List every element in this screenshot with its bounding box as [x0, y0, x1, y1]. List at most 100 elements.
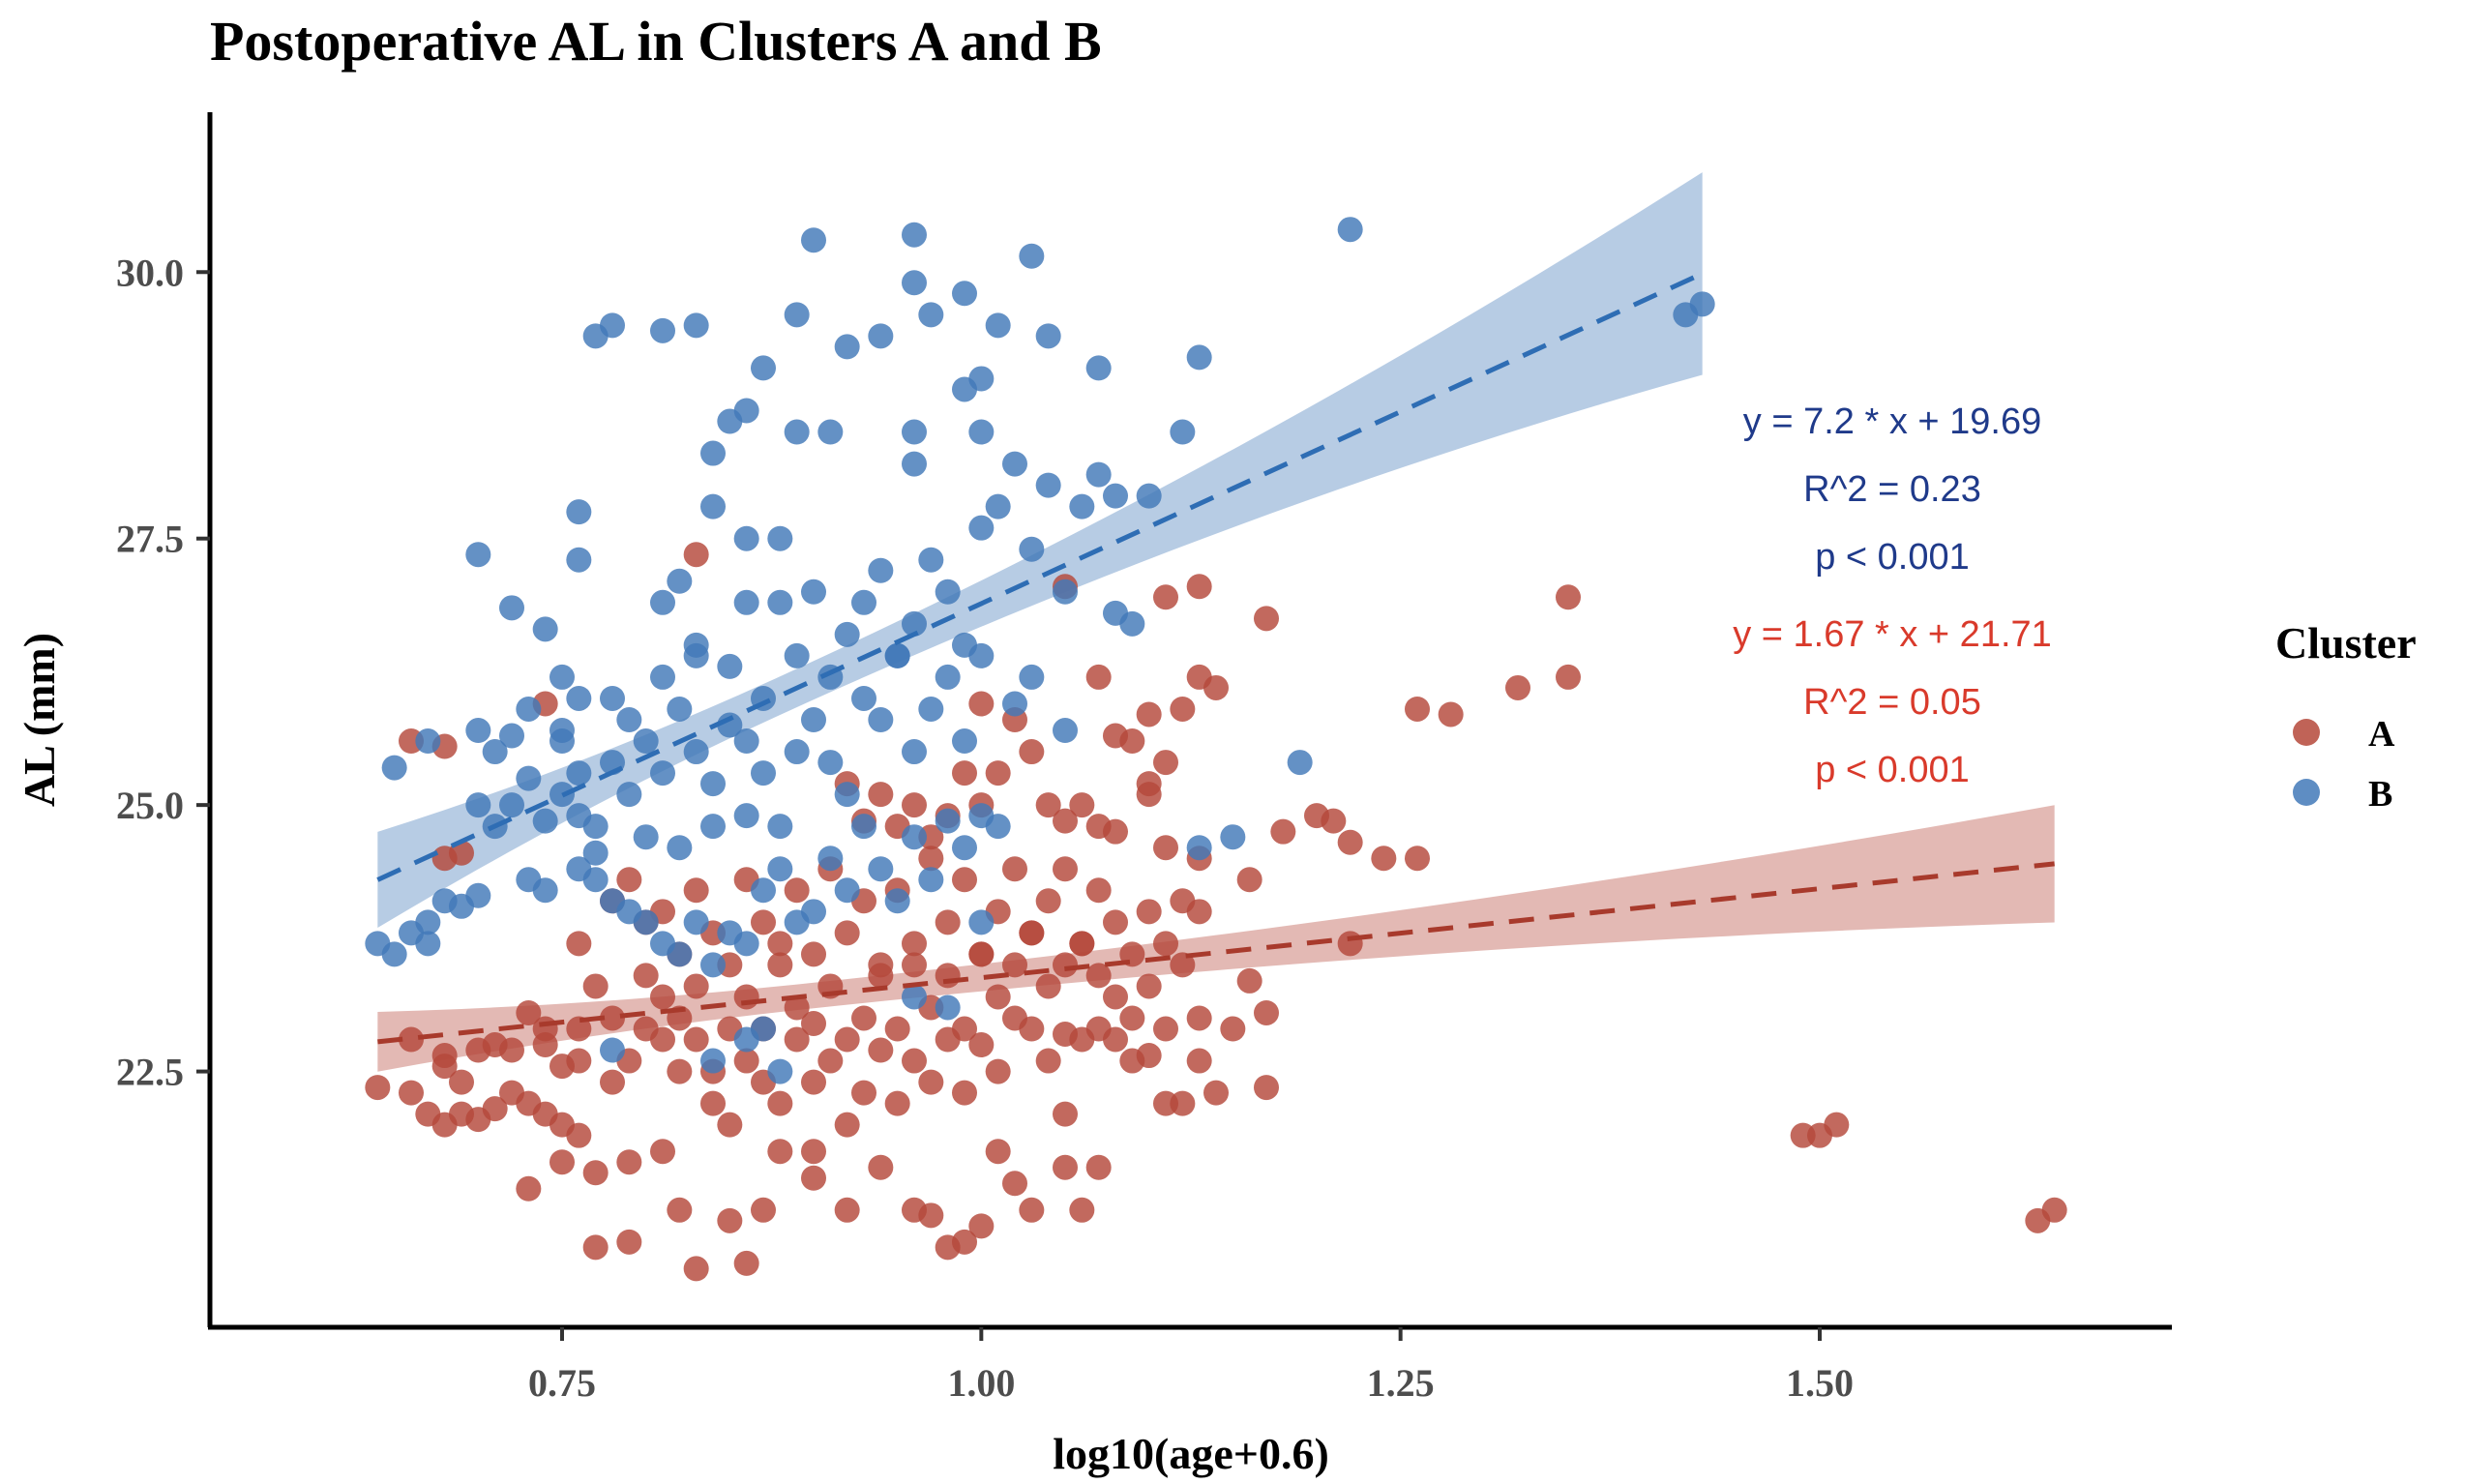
point-a	[1153, 584, 1178, 610]
point-b	[516, 765, 542, 791]
point-a	[884, 1090, 910, 1116]
chart-title: Postoperative AL in Clusters A and B	[210, 10, 1102, 73]
point-a	[650, 1026, 675, 1053]
point-a	[616, 1149, 642, 1175]
point-a	[399, 1026, 424, 1053]
x-tick-label: 0.75	[528, 1361, 596, 1405]
point-a	[801, 1011, 826, 1036]
point-a	[834, 1112, 860, 1138]
point-b	[1035, 323, 1061, 349]
point-b	[767, 856, 793, 882]
point-b	[566, 499, 592, 525]
point-a	[918, 1069, 944, 1095]
point-b	[968, 909, 995, 935]
point-a	[1035, 973, 1061, 999]
point-b	[1186, 344, 1212, 371]
point-a	[683, 1026, 709, 1053]
annotation-b-line: p < 0.001	[1815, 537, 1970, 578]
point-b	[1019, 243, 1045, 269]
point-b	[902, 451, 927, 477]
point-b	[1019, 536, 1045, 562]
point-a	[516, 1175, 542, 1202]
point-b	[650, 317, 675, 343]
point-b	[650, 589, 675, 615]
point-b	[549, 664, 575, 690]
point-b	[499, 723, 524, 749]
point-b	[1136, 483, 1162, 509]
point-a	[399, 1080, 424, 1106]
point-a	[1405, 696, 1430, 722]
point-a	[2041, 1197, 2067, 1223]
y-axis-title: AL (mm)	[15, 633, 64, 807]
point-a	[1136, 1043, 1162, 1069]
point-b	[733, 525, 759, 551]
legend-label-a: A	[2368, 714, 2395, 755]
point-b	[700, 952, 726, 978]
x-tick-label: 1.00	[947, 1361, 1015, 1405]
point-b	[902, 419, 927, 445]
plot-area	[365, 172, 2067, 1282]
legend-title: Cluster	[2275, 618, 2417, 668]
point-a	[834, 1197, 860, 1223]
point-b	[784, 642, 810, 668]
point-a	[801, 1069, 826, 1095]
point-a	[582, 1234, 609, 1261]
point-a	[1002, 1171, 1027, 1197]
point-a	[667, 1197, 693, 1223]
point-a	[1019, 739, 1045, 765]
point-a	[717, 1112, 743, 1138]
point-a	[683, 542, 709, 568]
point-b	[415, 728, 441, 755]
point-b	[834, 334, 860, 360]
point-a	[1136, 973, 1162, 999]
point-b	[582, 323, 609, 349]
point-b	[667, 568, 693, 594]
point-b	[1053, 718, 1078, 744]
y-tick-label: 30.0	[116, 251, 184, 294]
point-b	[650, 664, 675, 690]
point-b	[902, 984, 927, 1010]
point-a	[968, 1213, 995, 1239]
point-b	[1069, 493, 1095, 519]
point-a	[1035, 1048, 1061, 1074]
point-a	[582, 1160, 609, 1186]
point-b	[717, 408, 743, 434]
point-a	[1438, 701, 1464, 727]
legend-key-a	[2293, 719, 2320, 746]
point-b	[549, 728, 575, 755]
point-b	[733, 931, 759, 957]
point-a	[1053, 952, 1078, 978]
point-a	[1019, 1016, 1045, 1042]
confidence-band-b	[377, 172, 1703, 929]
point-a	[516, 999, 542, 1025]
point-b	[784, 739, 810, 765]
point-b	[902, 610, 927, 637]
legend-key-b	[2293, 779, 2320, 806]
point-b	[1103, 600, 1128, 626]
point-b	[667, 696, 693, 722]
point-a	[1002, 952, 1027, 978]
point-a	[952, 1080, 977, 1106]
point-a	[801, 941, 826, 967]
point-b	[465, 792, 491, 818]
point-b	[381, 941, 407, 967]
point-a	[1085, 664, 1112, 690]
point-a	[1170, 1090, 1196, 1116]
point-b	[415, 931, 441, 957]
point-a	[532, 1032, 558, 1058]
point-a	[1186, 1048, 1212, 1074]
point-a	[1186, 574, 1212, 600]
point-a	[1053, 1154, 1078, 1180]
point-a	[952, 867, 977, 893]
point-a	[968, 1032, 995, 1058]
point-a	[650, 984, 675, 1010]
point-b	[616, 707, 642, 732]
point-b	[985, 814, 1011, 840]
point-b	[582, 867, 609, 893]
point-a	[1186, 1005, 1212, 1031]
point-a	[1220, 1016, 1246, 1042]
point-b	[1287, 750, 1313, 776]
point-b	[801, 227, 826, 253]
point-b	[751, 877, 776, 904]
point-a	[1103, 909, 1128, 935]
